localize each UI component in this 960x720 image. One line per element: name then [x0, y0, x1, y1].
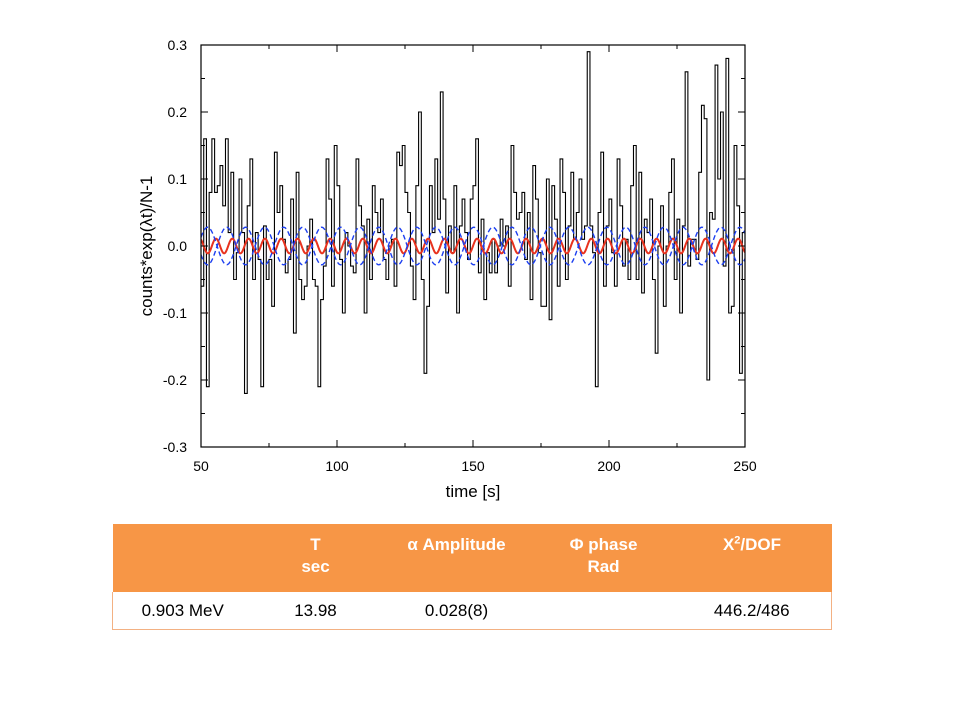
y-tick-label: -0.3 [163, 439, 187, 455]
header-energy [112, 524, 253, 592]
y-tick-label: -0.2 [163, 372, 187, 388]
y-tick-label: 0.3 [168, 37, 188, 53]
x-axis-title: time [s] [446, 482, 501, 501]
ticks-layer: 50 100 150 200 250 -0.3 -0.2 -0.1 0.0 0.1 0.2 0.3 [163, 37, 757, 474]
header-chi2-sup: 2 [734, 534, 741, 547]
cell-phase [534, 592, 673, 630]
header-chi2: X2/DOF [672, 524, 832, 592]
y-tick-label: 0.0 [168, 238, 188, 254]
y-tick-label: -0.1 [163, 305, 187, 321]
header-phase: Φ phase Rad [534, 524, 673, 592]
table-header-row: T sec α Amplitude Φ phase Rad X2/DOF [112, 524, 832, 592]
x-tick-label: 250 [733, 458, 757, 474]
header-chi2-rest: /DOF [740, 535, 782, 554]
x-tick-label: 150 [461, 458, 485, 474]
envelope-curve-blue-3 [201, 226, 745, 266]
table-row: 0.903 MeV 13.98 0.028(8) 446.2/486 [112, 592, 832, 630]
envelope-curve-blue-2 [201, 226, 745, 266]
header-phase-label: Φ phase [569, 535, 638, 554]
header-phase-unit: Rad [587, 557, 620, 576]
cell-period: 13.98 [252, 592, 379, 630]
header-amplitude: α Amplitude [378, 524, 535, 592]
header-period: T sec [252, 524, 379, 592]
header-chi2-symbol: X [722, 535, 735, 554]
header-amplitude-label: α Amplitude [407, 535, 506, 554]
cell-chi2: 446.2/486 [672, 592, 832, 630]
results-table: T sec α Amplitude Φ phase Rad X2/DOF [112, 524, 832, 630]
data-series-step [201, 51, 745, 394]
chart: 50 100 150 200 250 -0.3 -0.2 -0.1 0.0 0.1 0.2 0.3 t… [137, 37, 757, 501]
cell-amplitude: 0.028(8) [378, 592, 535, 630]
x-tick-label: 50 [193, 458, 209, 474]
x-tick-label: 100 [325, 458, 349, 474]
y-axis-title: counts*exp(λt)/N-1 [137, 176, 156, 317]
cell-energy: 0.903 MeV [112, 592, 253, 630]
series-layer [201, 51, 745, 394]
header-period-label: T [310, 535, 321, 554]
y-tick-label: 0.1 [168, 171, 188, 187]
y-tick-label: 0.2 [168, 104, 188, 120]
x-tick-label: 200 [597, 458, 621, 474]
header-period-unit: sec [301, 557, 330, 576]
